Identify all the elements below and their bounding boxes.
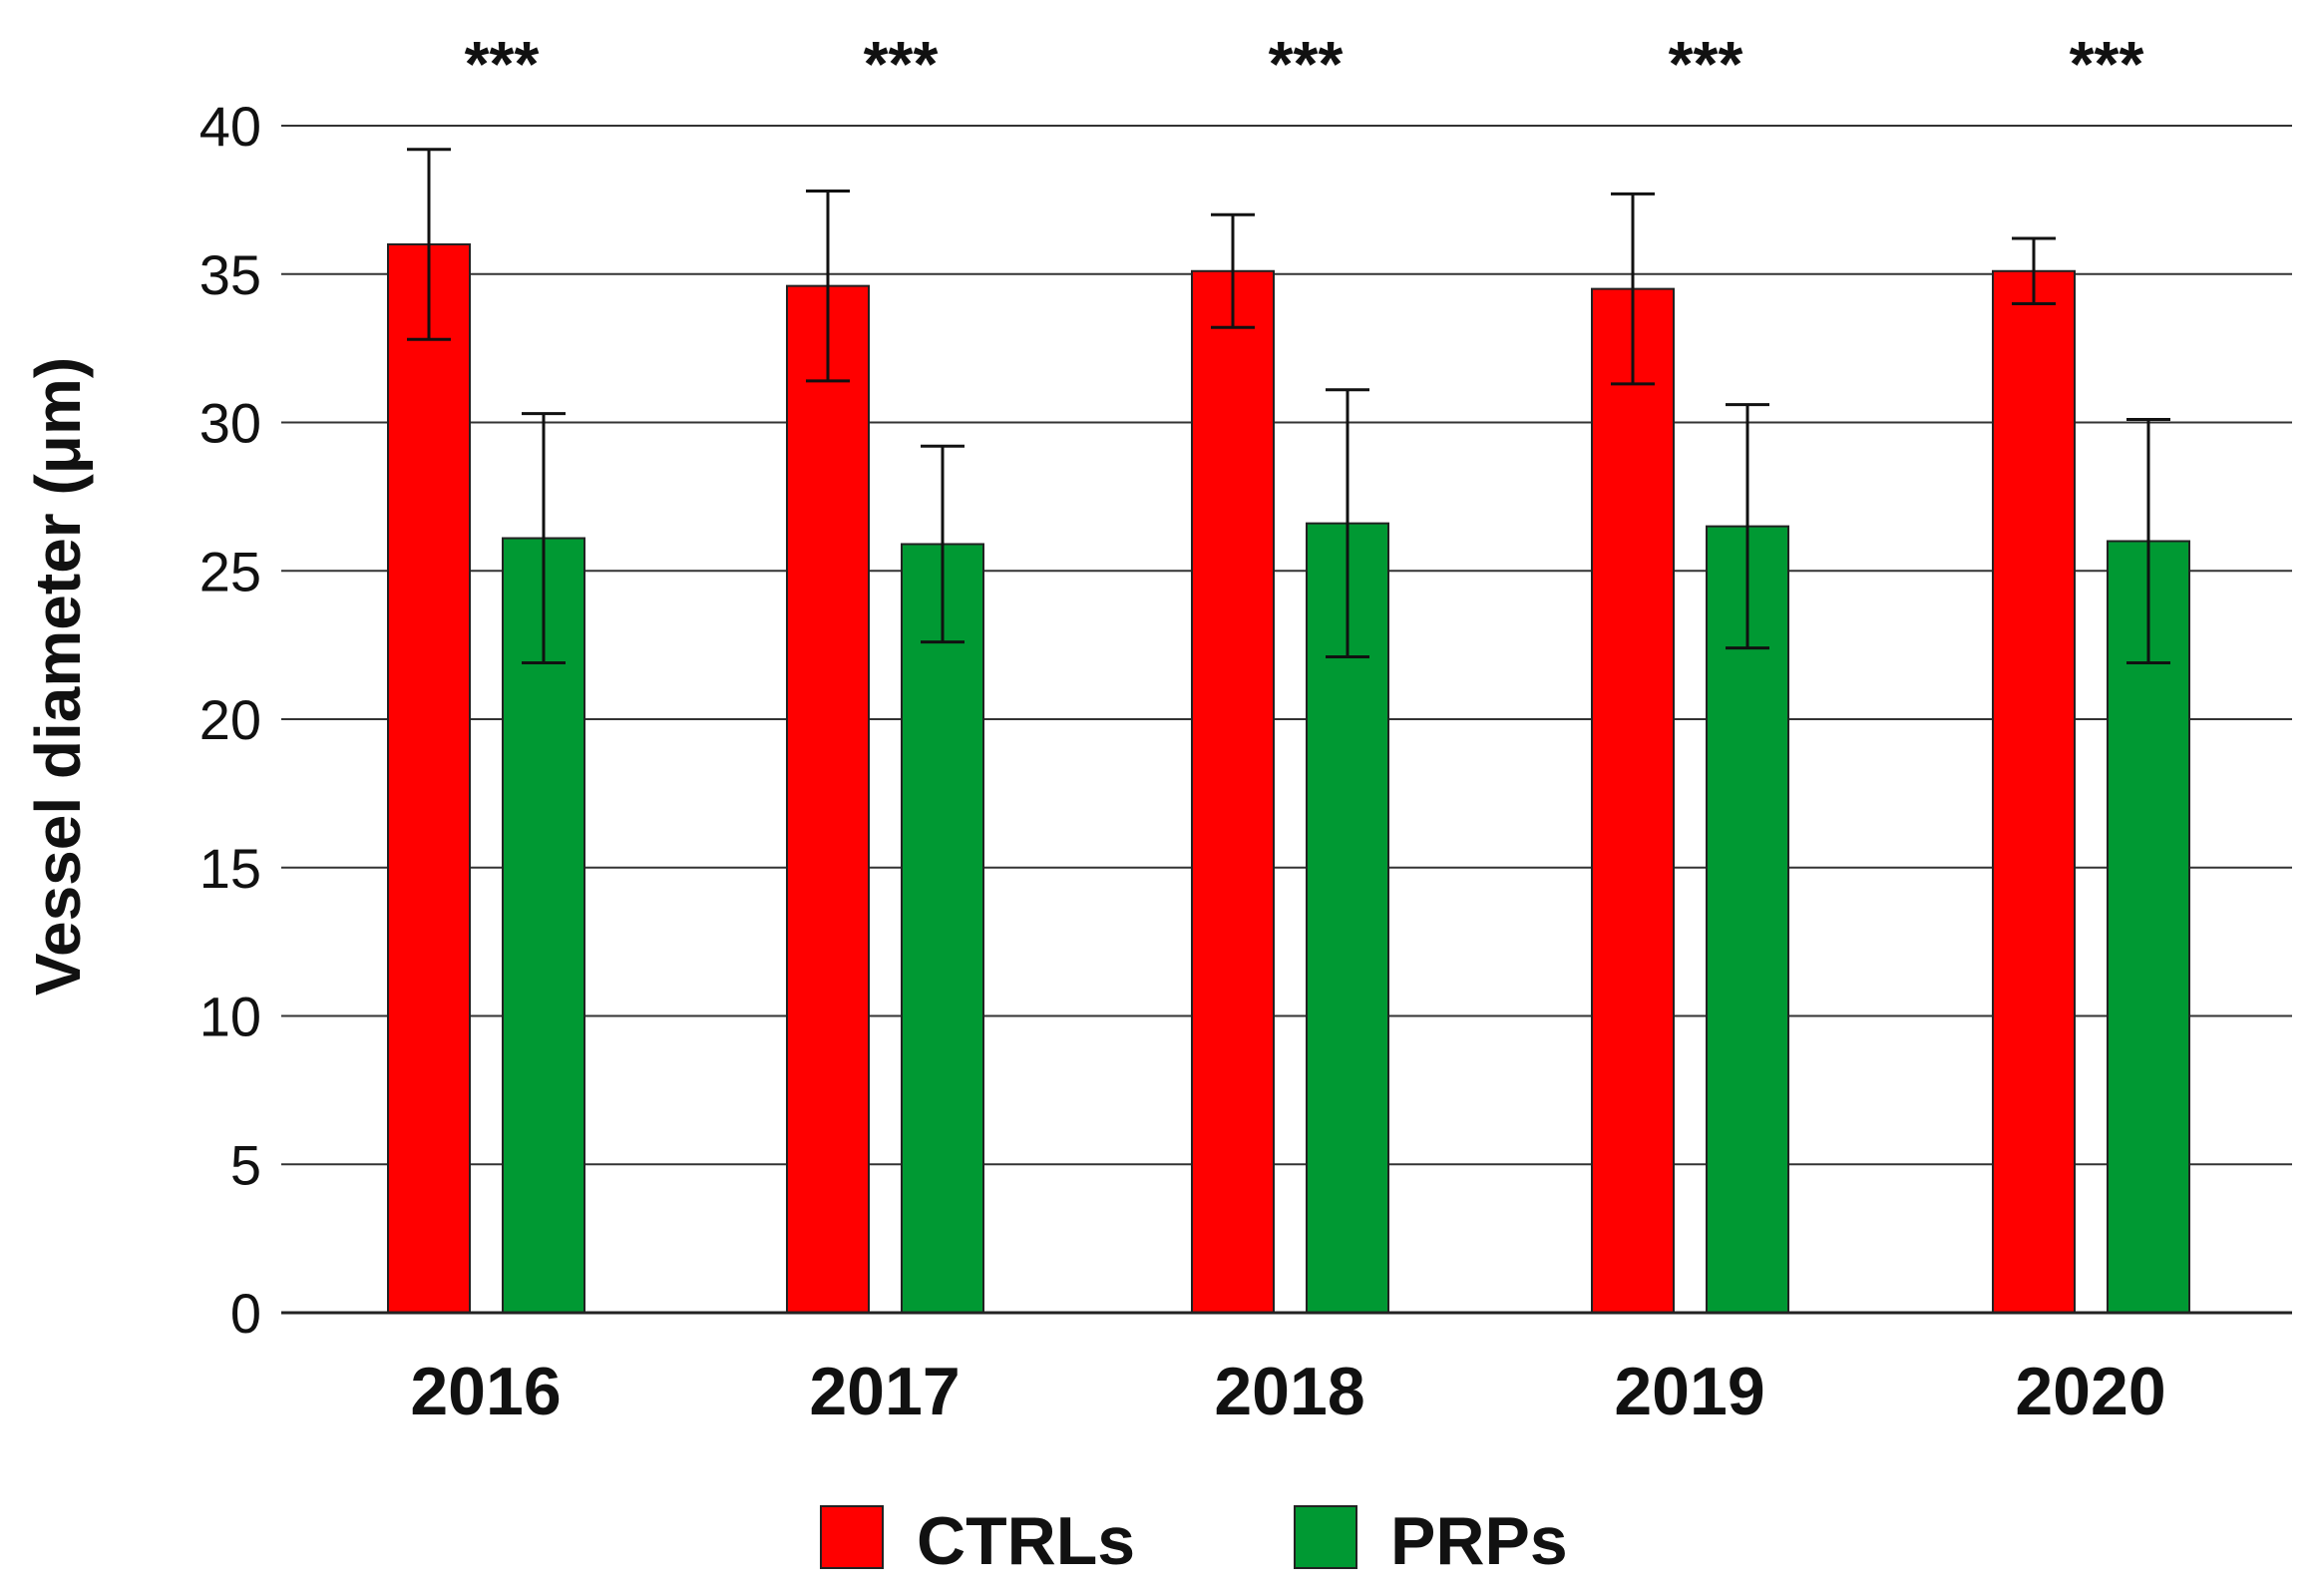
y-tick-label: 25 bbox=[199, 540, 261, 602]
x-category-label: 2016 bbox=[410, 1354, 561, 1429]
x-category-label: 2019 bbox=[1614, 1354, 1764, 1429]
legend-label-ctrls: CTRLs bbox=[917, 1503, 1135, 1579]
gridlines bbox=[281, 125, 2292, 1314]
bar-ctrls-2018 bbox=[1191, 269, 1275, 1314]
y-tick-label: 40 bbox=[199, 95, 261, 158]
bar-ctrls-2017 bbox=[786, 284, 870, 1314]
y-tick-label: 20 bbox=[199, 688, 261, 751]
significance-markers: *** *** *** *** *** bbox=[465, 28, 2144, 100]
legend-swatch-ctrls bbox=[820, 1505, 884, 1569]
legend: CTRLs PRPs bbox=[820, 1503, 1568, 1579]
bar-ctrls-2016 bbox=[387, 243, 471, 1314]
bar-prps-2017 bbox=[901, 543, 984, 1314]
legend-swatch-prps bbox=[1294, 1505, 1357, 1569]
x-category-label: 2020 bbox=[2015, 1354, 2165, 1429]
bar-ctrls-2019 bbox=[1591, 287, 1675, 1314]
y-tick-label: 0 bbox=[230, 1282, 261, 1345]
x-category-label: 2017 bbox=[809, 1354, 960, 1429]
legend-label-prps: PRPs bbox=[1390, 1503, 1568, 1579]
y-tick-label: 10 bbox=[199, 986, 261, 1048]
y-tick-label: 5 bbox=[230, 1133, 261, 1196]
x-category-label: 2018 bbox=[1214, 1354, 1364, 1429]
error-bars bbox=[281, 148, 2292, 1315]
y-tick-label: 30 bbox=[199, 392, 261, 455]
y-tick-label: 35 bbox=[199, 243, 261, 306]
bar-ctrls-2020 bbox=[1992, 269, 2076, 1314]
significance-marker: *** bbox=[2070, 28, 2144, 100]
significance-marker: *** bbox=[1669, 28, 1743, 100]
significance-marker: *** bbox=[1269, 28, 1344, 100]
bars bbox=[387, 243, 2190, 1314]
significance-marker: *** bbox=[465, 28, 540, 100]
significance-marker: *** bbox=[864, 28, 939, 100]
x-category-labels: 2016 2017 2018 2019 2020 bbox=[410, 1354, 2165, 1429]
y-tick-labels: 0 5 10 15 20 25 30 35 40 bbox=[199, 95, 261, 1345]
bar-prps-2016 bbox=[502, 537, 585, 1314]
y-tick-label: 15 bbox=[199, 837, 261, 900]
y-axis-title: Vessel diameter (μm) bbox=[22, 357, 94, 996]
